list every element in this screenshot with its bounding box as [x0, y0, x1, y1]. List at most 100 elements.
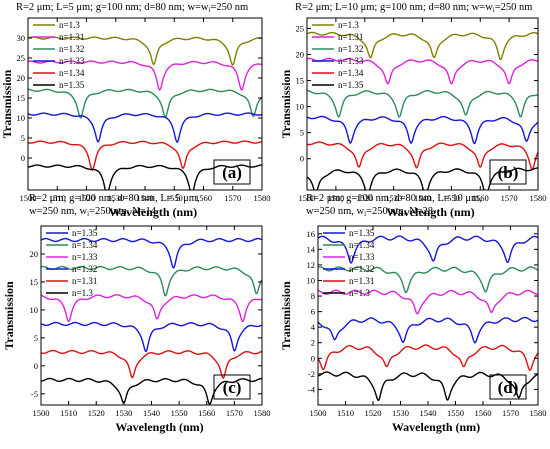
series-line-n-1-3 [307, 31, 538, 61]
legend-label: n=1.33 [72, 252, 98, 262]
legend: n=1.3 n=1.31 n=1.32 n=1.33 n=1.34 n=1.35 [33, 20, 85, 90]
legend-label: n=1.31 [72, 276, 97, 286]
series-line-n-1-35 [41, 237, 262, 269]
x-tick-label: 1510 [327, 193, 344, 203]
x-tick-label: 1500 [20, 193, 37, 203]
y-tick-label: 5 [300, 128, 304, 138]
panel-label-box [489, 374, 527, 400]
x-axis-label: Wavelength (nm) [115, 420, 203, 434]
legend-label: n=1.32 [72, 264, 97, 274]
series-line-n-1-33 [318, 289, 538, 315]
legend-label: n=1.35 [72, 228, 98, 238]
legend: n=1.3 n=1.31 n=1.32 n=1.33 n=1.34 n=1.35 [312, 20, 364, 90]
legend-label: n=1.32 [59, 44, 84, 54]
y-tick-label: 15 [17, 93, 26, 103]
x-tick-label: 1580 [530, 408, 547, 418]
x-tick-label: 1570 [502, 408, 519, 418]
legend: n=1.35 n=1.34 n=1.33 n=1.32 n=1.31 n=1.3 [323, 228, 375, 298]
y-tick-label: 10 [296, 102, 305, 112]
y-tick-label: 2 [311, 338, 315, 348]
y-tick-label: 4 [311, 322, 316, 332]
y-tick-label: 15 [296, 76, 305, 86]
y-tick-label: 10 [30, 305, 39, 315]
series-lines [318, 235, 538, 402]
chart-title: R=2 μm; L=5 μm; g=100 nm; d=80 nm; w=wi=… [16, 2, 248, 14]
x-tick-label: 1530 [385, 193, 402, 203]
x-tick-label: 1530 [107, 193, 124, 203]
legend-label: n=1.31 [59, 32, 84, 42]
x-tick-label: 1560 [472, 193, 489, 203]
x-tick-label: 1530 [392, 408, 409, 418]
x-tick-label: 1550 [166, 193, 183, 203]
y-tick-label: -4 [308, 384, 316, 394]
x-axis-label: Wavelength (nm) [386, 205, 474, 219]
y-tick-label: 5 [21, 133, 25, 143]
series-line-n-1-31 [307, 57, 538, 85]
series-line-n-1-34 [318, 266, 538, 294]
legend-label: n=1.3 [338, 20, 359, 30]
y-tick-label: 20 [17, 73, 26, 83]
y-tick-label: 15 [30, 277, 39, 287]
panel-label: (c) [223, 378, 242, 397]
y-tick-label: 0 [34, 361, 38, 371]
y-axis-label: Transmission [279, 281, 293, 350]
series-line-n-1-35 [318, 235, 538, 264]
y-tick-label: 20 [296, 49, 305, 59]
x-tick-label: 1510 [60, 408, 77, 418]
y-axis-label: Transmission [0, 69, 14, 138]
legend-label: n=1.35 [338, 80, 364, 90]
series-line-n-1-32 [28, 88, 262, 119]
chart-title: R=2 μm; g=100 nm, d=80 nm, L= 5 μm, [29, 193, 200, 204]
legend-label: n=1.34 [72, 240, 98, 250]
x-tick-label: 1570 [226, 408, 243, 418]
series-line-n-1-34 [307, 141, 538, 171]
x-tick-label: 1520 [365, 408, 382, 418]
legend-label: n=1.33 [349, 252, 375, 262]
x-tick-label: 1540 [420, 408, 437, 418]
y-tick-label: 5 [34, 333, 38, 343]
x-tick-label: 1550 [443, 193, 460, 203]
x-tick-label: 1570 [501, 193, 518, 203]
x-tick-label: 1530 [115, 408, 132, 418]
y-tick-label: 16 [307, 229, 316, 239]
legend-label: n=1.35 [59, 80, 85, 90]
x-tick-label: 1550 [171, 408, 188, 418]
series-lines [41, 237, 262, 405]
chart-panel-c: R=2 μm; g=100 nm, d=80 nm, L= 5 μm, w=250… [2, 193, 271, 434]
y-tick-label: -5 [31, 389, 38, 399]
x-tick-label: 1580 [254, 193, 271, 203]
series-line-n-1-33 [28, 112, 262, 144]
y-tick-label: 0 [300, 154, 304, 164]
legend-label: n=1.3 [59, 20, 80, 30]
y-tick-label: 30 [17, 33, 26, 43]
series-line-n-1-3 [28, 36, 262, 67]
y-axis-label: Transmission [2, 281, 16, 350]
y-tick-label: 25 [296, 23, 305, 33]
series-line-n-1-34 [28, 140, 262, 172]
legend-label: n=1.3 [349, 288, 370, 298]
y-tick-label: 10 [307, 275, 316, 285]
series-line-n-1-33 [41, 294, 262, 323]
panel-label: (d) [498, 378, 519, 397]
panel-label: (a) [222, 163, 242, 182]
legend-label: n=1.34 [338, 68, 364, 78]
x-tick-label: 1540 [137, 193, 154, 203]
x-tick-label: 1580 [254, 408, 271, 418]
panel-label-box [489, 159, 527, 185]
panel-label: (b) [498, 163, 519, 182]
chart-title: R=2 μm; g=100 nm, d=80 nm, L= 10 μm, [306, 193, 482, 204]
x-tick-label: 1500 [33, 408, 50, 418]
x-tick-label: 1520 [78, 193, 95, 203]
chart-subtitle: w=250 nm, wi=250 nm, N=14 [29, 206, 157, 218]
legend-label: n=1.35 [349, 228, 375, 238]
x-tick-label: 1550 [447, 408, 464, 418]
series-line-n-1-31 [28, 60, 262, 91]
x-tick-label: 1560 [198, 408, 215, 418]
x-tick-label: 1560 [475, 408, 492, 418]
y-tick-label: 0 [311, 353, 315, 363]
series-line-n-1-35 [28, 164, 262, 190]
legend-label: n=1.33 [59, 56, 85, 66]
series-line-n-1-32 [307, 89, 538, 118]
y-tick-label: 25 [17, 53, 26, 63]
